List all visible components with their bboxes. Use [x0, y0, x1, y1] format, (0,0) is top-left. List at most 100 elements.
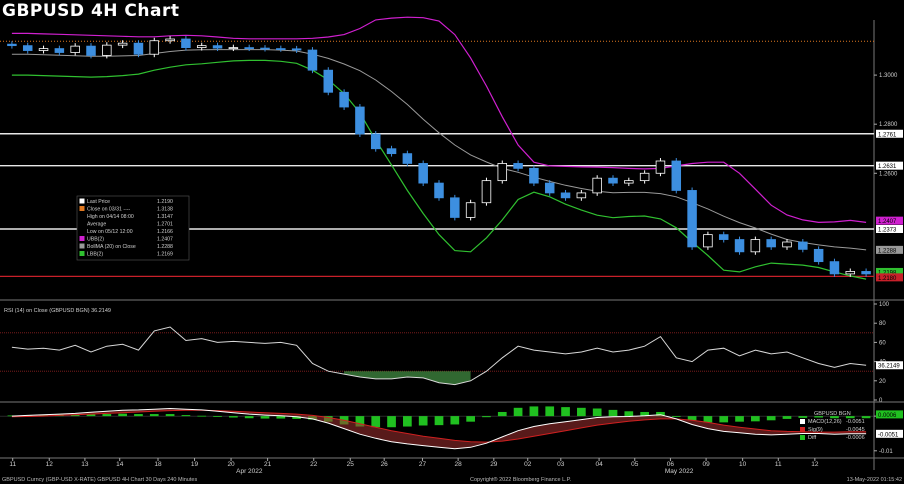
- price-axis-label: 1.2600: [879, 171, 898, 177]
- rsi-legend: RSI (14) on Close (GBPUSD BGN) 36.2149: [4, 308, 111, 314]
- x-axis-month-label: May 2022: [665, 468, 694, 475]
- price-axis-label: 1.3000: [879, 73, 898, 79]
- candle-body: [133, 42, 144, 55]
- legend-label: UBB(2): [87, 237, 104, 243]
- macd-legend-label: MACD(12,26): [808, 419, 842, 425]
- macd-histogram-bar: [814, 416, 823, 418]
- rsi-axis-label: 100: [879, 302, 890, 308]
- candle-body: [687, 190, 697, 248]
- level-label: 1.2631: [878, 164, 897, 170]
- rsi-last-label-bg: [876, 361, 903, 370]
- legend-value: 1.2166: [157, 229, 173, 235]
- macd-histogram-bar: [671, 416, 681, 417]
- macd-histogram-bar: [861, 416, 871, 419]
- candle-body: [402, 153, 413, 164]
- macd-histogram-bar: [624, 411, 634, 417]
- x-axis-label: 29: [490, 461, 498, 468]
- legend-value: 1.2701: [157, 222, 173, 228]
- macd-histogram-bar: [197, 415, 207, 417]
- candle-body: [513, 163, 523, 169]
- x-axis-label: 13: [81, 461, 89, 468]
- macd-legend-value: -0.0051: [846, 419, 865, 425]
- macd-histogram-bar: [244, 416, 254, 419]
- x-axis-label: 12: [811, 461, 819, 468]
- macd-histogram-bar: [608, 409, 618, 417]
- macd-histogram-bar: [260, 416, 270, 419]
- candle-body: [54, 48, 65, 53]
- x-axis-label: 18: [154, 461, 162, 468]
- candle-body: [181, 38, 191, 48]
- level-label: 1.2761: [878, 132, 897, 138]
- macd-legend-swatch: [800, 419, 805, 424]
- macd-right-label-bg: [876, 410, 903, 419]
- candle-body: [244, 47, 254, 49]
- macd-histogram-bar: [830, 416, 839, 419]
- candle-body: [544, 182, 555, 194]
- candle-body: [766, 239, 776, 248]
- macd-histogram-bar: [798, 416, 808, 418]
- macd-histogram-bar: [165, 414, 175, 417]
- macd-histogram-bar: [703, 416, 713, 423]
- macd-histogram-bar: [845, 416, 855, 419]
- x-axis-label: 04: [595, 461, 603, 468]
- macd-legend-value: -0.0006: [846, 435, 865, 441]
- macd-histogram-bar: [751, 416, 760, 422]
- candle-body: [212, 45, 223, 49]
- macd-histogram-bar: [529, 406, 539, 417]
- macd-histogram-bar: [434, 416, 444, 426]
- level-label-bg: [876, 129, 903, 138]
- legend-label: LBB(2): [87, 252, 103, 258]
- candle-body: [734, 239, 745, 253]
- footer-left: GBPUSD Curncy (GBP-USD X-RATE) GBPUSD 4H…: [2, 477, 197, 483]
- legend-label: Average: [87, 222, 106, 228]
- macd-histogram-bar: [102, 414, 112, 417]
- candle-body: [434, 182, 444, 199]
- candle-body: [655, 160, 666, 174]
- macd-histogram-bar: [450, 416, 460, 425]
- candle-body: [465, 202, 476, 218]
- candle-body: [671, 160, 682, 191]
- footer-center: Copyright® 2022 Bloomberg Finance L.P.: [470, 476, 572, 483]
- candle-body: [228, 47, 239, 49]
- legend-value: 1.3147: [157, 214, 173, 220]
- macd-legend-swatch: [800, 427, 805, 432]
- x-axis-label: 14: [116, 461, 124, 468]
- rsi-axis-label: 80: [879, 321, 886, 327]
- candle-body: [798, 241, 808, 250]
- legend-swatch: [79, 251, 85, 256]
- rsi-axis-label: 60: [879, 340, 886, 346]
- candle-body: [450, 197, 460, 218]
- candle-body: [576, 192, 587, 199]
- rsi-last-label: 36.2149: [878, 364, 900, 370]
- legend-swatch: [79, 243, 85, 249]
- candle-body: [418, 163, 428, 184]
- candle-body: [276, 48, 286, 50]
- x-axis-label: 11: [9, 461, 16, 468]
- macd-histogram-bar: [355, 416, 365, 427]
- macd-histogram-bar: [86, 414, 96, 417]
- macd-histogram-bar: [561, 407, 570, 417]
- x-axis-label: 09: [702, 461, 710, 468]
- x-axis-label: 28: [455, 461, 463, 468]
- macd-histogram-bar: [292, 416, 301, 419]
- macd-histogram-bar: [513, 407, 523, 417]
- candle-body: [102, 44, 112, 56]
- macd-histogram-bar: [418, 416, 428, 426]
- legend-value: 1.3138: [157, 207, 173, 213]
- legend-label: High on 04/14 08:00: [87, 214, 134, 220]
- price-right-label: 1.2407: [878, 219, 897, 225]
- legend-swatch: [79, 221, 85, 226]
- macd-histogram-bar: [545, 406, 555, 417]
- macd-histogram-bar: [118, 413, 127, 417]
- candle-body: [7, 43, 17, 47]
- rsi-axis-label: 20: [879, 379, 886, 385]
- candle-body: [497, 163, 508, 182]
- legend-value: 1.2407: [157, 237, 173, 243]
- macd-line: [11, 407, 867, 450]
- rsi-axis-label: 0: [879, 398, 883, 404]
- legend-label: BollMA (20) on Close: [87, 244, 136, 250]
- macd-histogram-bar: [403, 416, 412, 427]
- macd-histogram-bar: [371, 416, 381, 428]
- bollinger-lower-line: [11, 59, 867, 280]
- candle-body: [608, 177, 618, 184]
